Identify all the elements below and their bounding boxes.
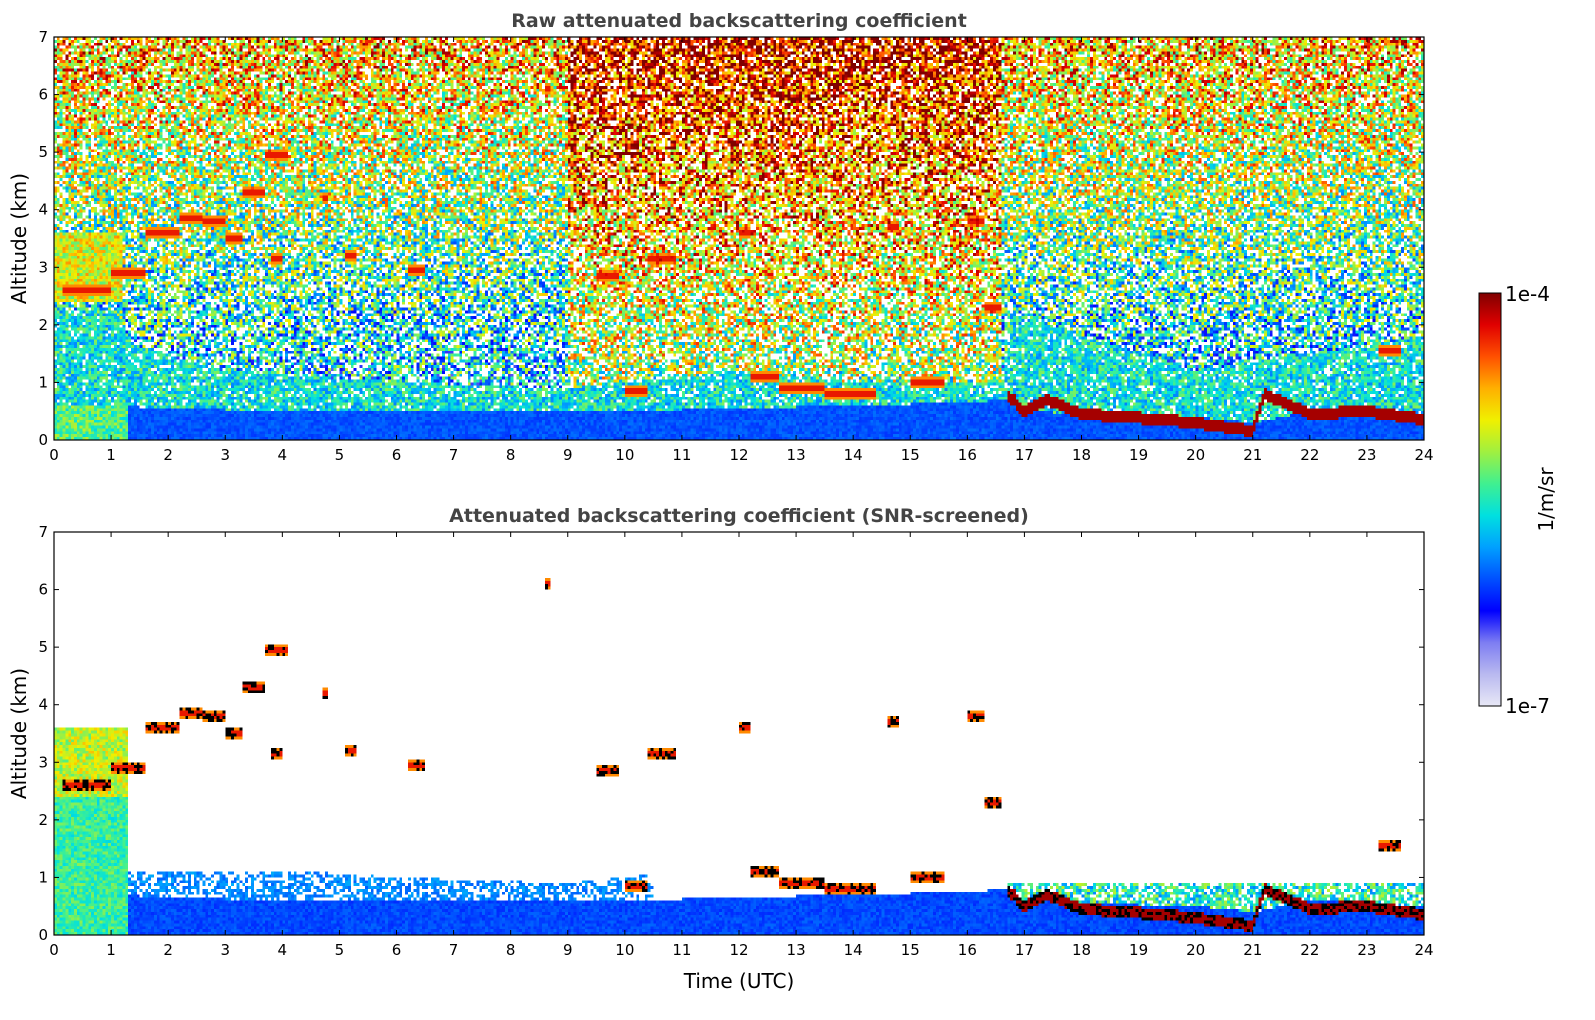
- y-tick-label: 4: [38, 201, 48, 219]
- heatmap-area: [54, 37, 1424, 440]
- x-tick-label: 8: [506, 941, 516, 959]
- y-tick-label: 6: [38, 581, 48, 599]
- x-tick-label: 9: [563, 941, 573, 959]
- x-tick-label: 13: [787, 941, 806, 959]
- y-axis: 0 1 2 3 4 5 6 7: [38, 28, 1424, 449]
- y-tick-label: 2: [38, 811, 48, 829]
- x-tick-label: 2: [163, 446, 173, 464]
- x-tick-label: 17: [1015, 446, 1034, 464]
- raw-backscatter-panel: Raw attenuated backscattering coefficien…: [7, 10, 1434, 464]
- x-tick-label: 12: [729, 941, 748, 959]
- x-tick-label: 7: [449, 446, 459, 464]
- x-tick-label: 8: [506, 446, 516, 464]
- x-tick-label: 19: [1129, 446, 1148, 464]
- y-tick-label: 0: [38, 926, 48, 944]
- y-tick-label: 3: [38, 258, 48, 276]
- y-tick-label: 3: [38, 753, 48, 771]
- x-tick-label: 15: [901, 941, 920, 959]
- y-tick-label: 4: [38, 696, 48, 714]
- x-tick-label: 23: [1357, 446, 1376, 464]
- y-tick-label: 7: [38, 28, 48, 46]
- y-tick-label: 5: [38, 638, 48, 656]
- x-tick-label: 4: [278, 446, 288, 464]
- heatmap-image: [54, 37, 1424, 440]
- x-tick-label: 9: [563, 446, 573, 464]
- x-tick-label: 18: [1072, 941, 1091, 959]
- x-tick-label: 21: [1243, 941, 1262, 959]
- x-tick-label: 23: [1357, 941, 1376, 959]
- y-tick-label: 7: [38, 523, 48, 541]
- heatmap-area: [54, 532, 1424, 935]
- colorbar-scale: [1478, 292, 1502, 707]
- colorbar-min-label: 1e-7: [1505, 694, 1550, 718]
- x-tick-label: 13: [787, 446, 806, 464]
- x-tick-label: 1: [106, 941, 116, 959]
- x-axis: 0 1 2 3 4 5 6 7 8 9 10 11 12 13 14 15 16 17 18 19 20 21 22 23 24: [49, 37, 1434, 464]
- x-tick-label: 5: [335, 446, 345, 464]
- x-tick-label: 10: [615, 446, 634, 464]
- x-tick-label: 3: [220, 446, 230, 464]
- y-tick-label: 5: [38, 143, 48, 161]
- y-tick-label: 6: [38, 86, 48, 104]
- x-tick-label: 2: [163, 941, 173, 959]
- x-tick-label: 18: [1072, 446, 1091, 464]
- x-tick-label: 14: [844, 446, 863, 464]
- y-axis-label: Altitude (km): [7, 668, 31, 799]
- heatmap-image: [54, 532, 1424, 935]
- colorbar: 1e-4 1e-7 1/m/sr: [1478, 282, 1558, 718]
- x-tick-label: 0: [49, 446, 59, 464]
- x-tick-label: 12: [729, 446, 748, 464]
- x-tick-label: 22: [1300, 941, 1319, 959]
- colorbar-max-label: 1e-4: [1505, 282, 1550, 306]
- x-tick-label: 3: [220, 941, 230, 959]
- y-axis-label: Altitude (km): [7, 173, 31, 304]
- x-tick-label: 19: [1129, 941, 1148, 959]
- y-tick-label: 2: [38, 316, 48, 334]
- y-tick-label: 0: [38, 431, 48, 449]
- y-axis: 0 1 2 3 4 5 6 7: [38, 523, 1424, 944]
- x-tick-label: 17: [1015, 941, 1034, 959]
- x-tick-label: 7: [449, 941, 459, 959]
- x-tick-label: 20: [1186, 941, 1205, 959]
- x-tick-label: 0: [49, 941, 59, 959]
- x-tick-label: 15: [901, 446, 920, 464]
- x-tick-label: 6: [392, 941, 402, 959]
- x-tick-label: 1: [106, 446, 116, 464]
- x-tick-label: 11: [672, 941, 691, 959]
- x-axis-label: Time (UTC): [683, 969, 795, 993]
- y-tick-label: 1: [38, 373, 48, 391]
- x-tick-label: 24: [1414, 446, 1433, 464]
- x-tick-label: 6: [392, 446, 402, 464]
- colorbar-unit-label: 1/m/sr: [1534, 467, 1558, 532]
- y-tick-label: 1: [38, 868, 48, 886]
- x-tick-label: 22: [1300, 446, 1319, 464]
- x-axis: 0 1 2 3 4 5 6 7 8 9 10 11 12 13 14 15 16 17 18 19 20 21 22 23 24: [49, 532, 1434, 959]
- x-tick-label: 24: [1414, 941, 1433, 959]
- x-tick-label: 14: [844, 941, 863, 959]
- chart-title: Attenuated backscattering coefficient (S…: [449, 505, 1029, 527]
- x-tick-label: 5: [335, 941, 345, 959]
- x-tick-label: 20: [1186, 446, 1205, 464]
- x-tick-label: 16: [958, 446, 977, 464]
- chart-title: Raw attenuated backscattering coefficien…: [511, 10, 967, 32]
- x-tick-label: 16: [958, 941, 977, 959]
- x-tick-label: 10: [615, 941, 634, 959]
- x-tick-label: 11: [672, 446, 691, 464]
- snr-screened-panel: Attenuated backscattering coefficient (S…: [7, 505, 1434, 993]
- x-tick-label: 4: [278, 941, 288, 959]
- x-tick-label: 21: [1243, 446, 1262, 464]
